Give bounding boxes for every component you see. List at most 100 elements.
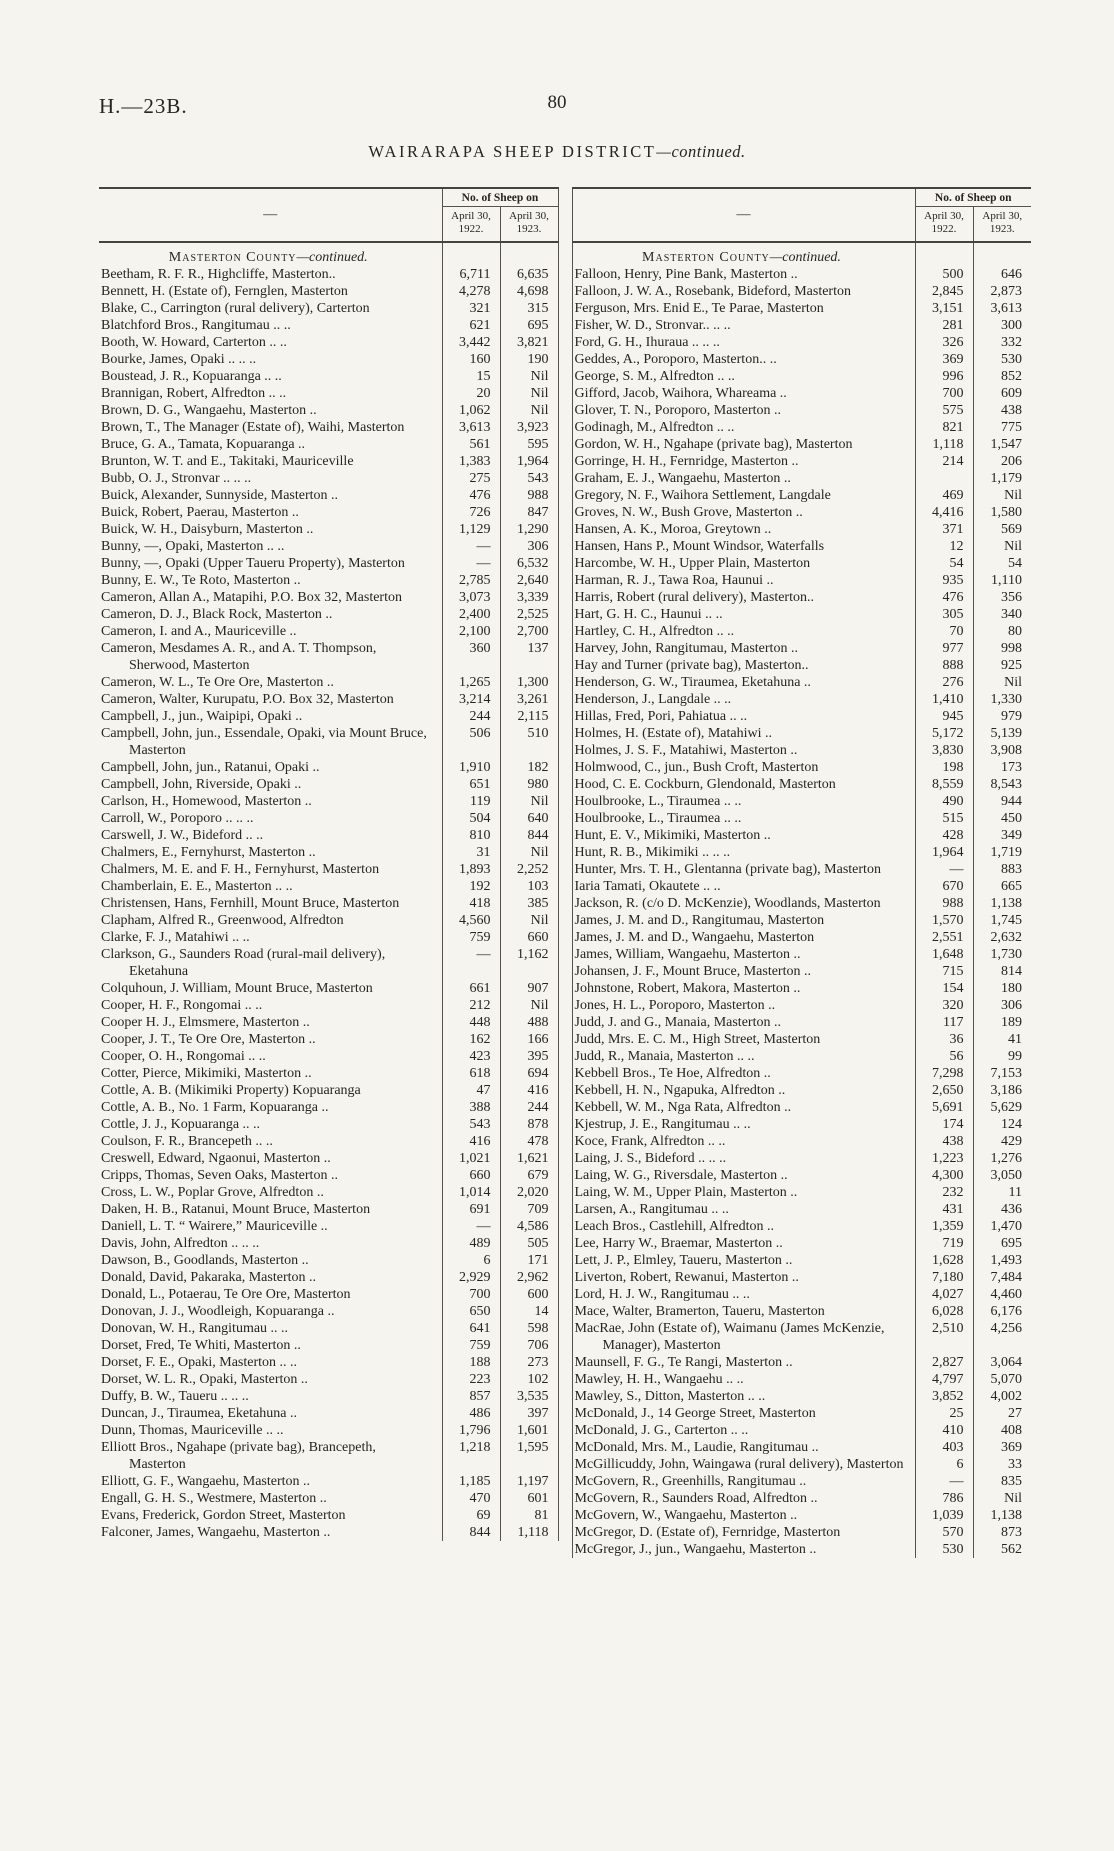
- count-1923: 3,261: [499, 691, 558, 709]
- count-1923: 1,290: [499, 521, 558, 539]
- owner-name: Groves, N. W., Bush Grove, Masterton ..: [574, 505, 803, 521]
- column-header-1923: April 30, 1923.: [972, 206, 1031, 244]
- owner-name: Jones, H. L., Poroporo, Masterton ..: [574, 998, 776, 1014]
- table-row: Groves, N. W., Bush Grove, Masterton .. 4…: [572, 504, 1031, 522]
- count-1923: 2,640: [499, 572, 558, 590]
- owner-name: Bubb, O. J., Stronvar .. .. ..: [101, 471, 252, 487]
- table-row: Clarke, F. J., Matahiwi .. .. 759 660: [99, 929, 558, 947]
- table-row: Bennett, H. (Estate of), Fernglen, Maste…: [99, 283, 558, 301]
- sheep-count-group-header: No. of Sheep on: [441, 187, 558, 207]
- section-county-name: Masterton County: [642, 250, 770, 266]
- owner-name: Cross, L. W., Poplar Grove, Alfredton ..: [101, 1185, 324, 1201]
- count-1922: 3,151: [914, 300, 973, 318]
- owner-name: Brannigan, Robert, Alfredton .. ..: [101, 386, 287, 402]
- owner-name: James, J. M. and D., Rangitumau, Mastert…: [574, 913, 825, 929]
- count-1922: —: [914, 861, 973, 879]
- owner-name: Chalmers, M. E. and F. H., Fernyhurst, M…: [101, 862, 380, 878]
- count-1923: 2,632: [972, 929, 1031, 947]
- table-row: Hart, G. H. C., Haunui .. .. 305 340: [572, 606, 1031, 624]
- owner-name: McGovern, R., Saunders Road, Alfredton .…: [574, 1491, 818, 1507]
- count-1922: 2,650: [914, 1082, 973, 1100]
- count-1923: 356: [972, 589, 1031, 607]
- count-1923: Nil: [499, 385, 558, 403]
- table-row: Cooper, J. T., Te Ore Ore, Masterton .. 1…: [99, 1031, 558, 1049]
- owner-name: Hood, C. E. Cockburn, Glendonald, Master…: [574, 777, 836, 793]
- count-1923: 450: [972, 810, 1031, 828]
- count-1923: 1,179: [972, 470, 1031, 488]
- count-1922: 1,796: [441, 1422, 500, 1440]
- owner-name: Johnstone, Robert, Makora, Masterton ..: [574, 981, 801, 997]
- table-row: Jones, H. L., Poroporo, Masterton .. 320 3…: [572, 997, 1031, 1015]
- owner-name: Hansen, Hans P., Mount Windsor, Waterfal…: [574, 539, 825, 555]
- table-header: — No. of Sheep on April 30, 1922. April …: [572, 186, 1031, 244]
- table-row: Fisher, W. D., Stronvar.. .. .. 281 300: [572, 317, 1031, 335]
- table-row: Duncan, J., Tiraumea, Eketahuna .. 486 397: [99, 1405, 558, 1423]
- count-1922: —: [441, 555, 500, 573]
- table-row: McGregor, D. (Estate of), Fernridge, Mas…: [572, 1524, 1031, 1542]
- count-1923: 1,580: [972, 504, 1031, 522]
- section-continued-label: —continued.: [296, 250, 368, 266]
- count-1922: 1,021: [441, 1150, 500, 1168]
- owner-name: Christensen, Hans, Fernhill, Mount Bruce…: [101, 896, 400, 912]
- table-row: Gorringe, H. H., Fernridge, Masterton ..…: [572, 453, 1031, 471]
- table-row: Laing, J. S., Bideford .. .. .. 1,223 1,27…: [572, 1150, 1031, 1168]
- table-row: Houlbrooke, L., Tiraumea .. .. 490 944: [572, 793, 1031, 811]
- count-1922: 7,298: [914, 1065, 973, 1083]
- count-1922: 198: [914, 759, 973, 777]
- owner-name: McDonald, J., 14 George Street, Masterto…: [574, 1406, 816, 1422]
- table-row: Davis, John, Alfredton .. .. .. 489 505: [99, 1235, 558, 1253]
- count-1923: 1,964: [499, 453, 558, 471]
- section-header: Masterton County—continued.: [99, 242, 442, 266]
- count-1923: Nil: [499, 912, 558, 930]
- count-1923: 33: [972, 1456, 1031, 1474]
- table-row: Dorset, W. L. R., Opaki, Masterton .. 223…: [99, 1371, 558, 1389]
- count-1923: 436: [972, 1201, 1031, 1219]
- count-1922: 388: [441, 1099, 500, 1117]
- count-1922: 1,218: [441, 1439, 500, 1474]
- count-1923: 190: [499, 351, 558, 369]
- count-1923: 5,139: [972, 725, 1031, 743]
- count-1923: 6,532: [499, 555, 558, 573]
- count-1922: 160: [441, 351, 500, 369]
- table-row: Ferguson, Mrs. Enid E., Te Parae, Master…: [572, 300, 1031, 318]
- owner-name: Coulson, F. R., Brancepeth .. ..: [101, 1134, 273, 1150]
- count-1923: 41: [972, 1031, 1031, 1049]
- count-1922: 416: [441, 1133, 500, 1151]
- owner-name: Kjestrup, J. E., Rangitumau .. ..: [574, 1117, 751, 1133]
- table-row: Buick, Alexander, Sunnyside, Masterton .…: [99, 487, 558, 505]
- table-row: Holmwood, C., jun., Bush Croft, Masterto…: [572, 759, 1031, 777]
- count-1922: 618: [441, 1065, 500, 1083]
- count-1923: 1,621: [499, 1150, 558, 1168]
- count-1922: 5,172: [914, 725, 973, 743]
- count-1923: 1,197: [499, 1473, 558, 1491]
- owner-name: Creswell, Edward, Ngaonui, Masterton ..: [101, 1151, 331, 1167]
- table-row: Holmes, J. S. F., Matahiwi, Masterton ..…: [572, 742, 1031, 760]
- owner-name: Brown, D. G., Wangaehu, Masterton ..: [101, 403, 317, 419]
- table-body-right: Masterton County—continued. Falloon, Henr…: [572, 242, 1031, 1559]
- count-1922: 15: [441, 368, 500, 386]
- table-row: Falconer, James, Wangaehu, Masterton .. 8…: [99, 1524, 558, 1542]
- owner-name: Clapham, Alfred R., Greenwood, Alfredton: [101, 913, 344, 929]
- count-1922: 438: [914, 1133, 973, 1151]
- count-1922: 726: [441, 504, 500, 522]
- count-1923: 315: [499, 300, 558, 318]
- table-row: Hillas, Fred, Pori, Pahiatua .. .. 945 979: [572, 708, 1031, 726]
- count-1922: 448: [441, 1014, 500, 1032]
- count-1923: 2,700: [499, 623, 558, 641]
- owner-name: Kebbell, H. N., Ngapuka, Alfredton ..: [574, 1083, 786, 1099]
- owner-name: Cameron, D. J., Black Rock, Masterton ..: [101, 607, 333, 623]
- count-1922: 888: [914, 657, 973, 675]
- table-row: Lord, H. J. W., Rangitumau .. .. 4,027 4,4…: [572, 1286, 1031, 1304]
- table-row: Kebbell Bros., Te Hoe, Alfredton .. 7,298…: [572, 1065, 1031, 1083]
- count-1923: 306: [972, 997, 1031, 1015]
- table-row: Bunny, E. W., Te Roto, Masterton .. 2,785…: [99, 572, 558, 590]
- count-1922: 6,028: [914, 1303, 973, 1321]
- owner-name: Evans, Frederick, Gordon Street, Mastert…: [101, 1508, 346, 1524]
- count-1922: 54: [914, 555, 973, 573]
- count-1922: 4,797: [914, 1371, 973, 1389]
- count-1922: 543: [441, 1116, 500, 1134]
- count-1923: 775: [972, 419, 1031, 437]
- count-1923: 660: [499, 929, 558, 947]
- page-number: 80: [547, 92, 567, 113]
- owner-name: Brown, T., The Manager (Estate of), Waih…: [101, 420, 405, 436]
